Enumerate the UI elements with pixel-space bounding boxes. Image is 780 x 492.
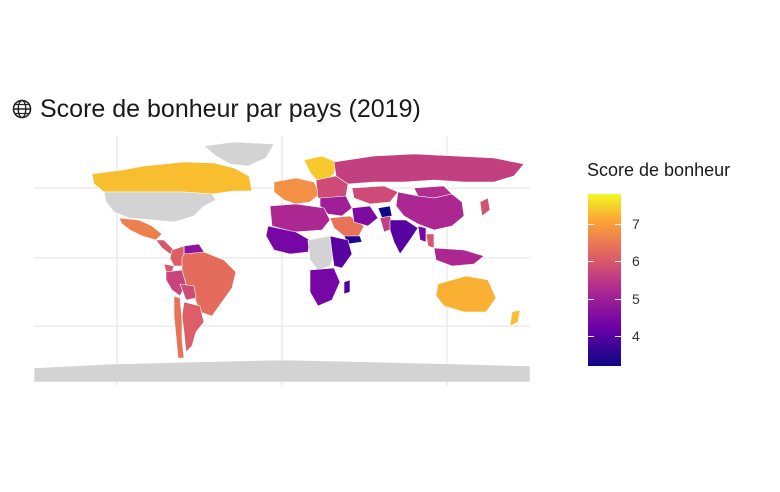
country-middle-east — [319, 195, 353, 217]
country-russia — [333, 153, 525, 185]
country-north-africa — [269, 203, 331, 233]
country-japan — [479, 197, 491, 217]
legend-tick-mark — [588, 261, 594, 263]
legend-tick-mark — [588, 298, 594, 300]
map-title: Score de bonheur par pays (2019) — [40, 94, 421, 123]
country-new-zealand — [509, 309, 521, 327]
world-map — [33, 136, 531, 386]
country-mexico — [118, 217, 163, 241]
legend-tick-mark — [588, 336, 594, 338]
legend-title: Score de bonheur — [587, 160, 731, 180]
country-chile — [173, 295, 185, 359]
legend-tick-label: 5 — [632, 290, 640, 307]
legend-tick-mark — [615, 298, 621, 300]
legend-tick-mark — [615, 336, 621, 338]
country-bolivia — [179, 283, 197, 301]
legend-colorbar — [588, 194, 621, 366]
country-thailand — [425, 233, 435, 249]
country-kazakhstan — [351, 185, 399, 205]
country-argentina — [181, 301, 205, 353]
country-western-europe — [273, 177, 321, 205]
country-canada — [91, 161, 253, 195]
country-united-states — [103, 191, 217, 223]
country-antarctica — [33, 359, 531, 383]
legend: Score de bonheur 7 6 5 4 — [587, 160, 767, 375]
country-west-africa — [265, 225, 311, 255]
country-ecuador — [163, 263, 175, 273]
country-myanmar — [417, 225, 427, 243]
legend-tick-mark — [615, 261, 621, 263]
country-brazil — [181, 251, 237, 317]
country-australia — [435, 275, 497, 313]
globe-icon — [12, 99, 32, 119]
country-east-africa — [329, 235, 353, 269]
country-iran — [351, 205, 379, 227]
country-madagascar — [343, 279, 351, 295]
country-india — [389, 219, 419, 255]
country-china — [395, 191, 465, 231]
legend-tick-mark — [588, 223, 594, 225]
country-southeast-asia — [433, 247, 485, 267]
country-greenland — [203, 141, 275, 167]
legend-tick-label: 7 — [632, 215, 640, 232]
legend-tick-label: 6 — [632, 253, 640, 270]
country-southern-africa — [309, 267, 341, 307]
country-afghanistan — [377, 205, 393, 219]
map-title-row: Score de bonheur par pays (2019) — [12, 94, 421, 124]
legend-tick-mark — [615, 223, 621, 225]
legend-tick-label: 4 — [632, 328, 640, 345]
world-map-svg — [33, 136, 531, 386]
